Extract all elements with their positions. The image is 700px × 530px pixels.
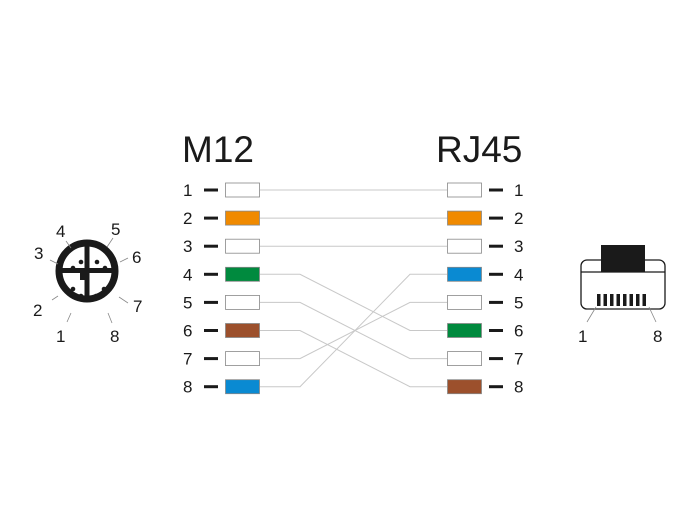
m12-wire-color-white (225, 351, 260, 367)
m12-pin-dash (204, 329, 218, 332)
rj45-pin-label: 6 (514, 322, 523, 341)
rj45-pin-dash (489, 272, 503, 276)
m12-pin-label: 3 (183, 237, 192, 256)
m12-pin-label: 5 (183, 293, 192, 312)
rj45-contact (636, 294, 640, 306)
m12-connector-face-icon (49, 237, 129, 324)
m12-face-label: 8 (110, 327, 119, 346)
m12-face-label: 6 (132, 248, 141, 267)
rj45-pin-dash (489, 188, 503, 192)
wire-6-to-8 (260, 330, 447, 388)
rj45-pin-list: 1 2 3 4 5 6 7 8 (447, 181, 523, 397)
m12-pin-label: 7 (183, 350, 192, 369)
rj45-wire-color-white (447, 351, 482, 367)
m12-pin-dash (204, 216, 218, 220)
rj45-contact (597, 294, 601, 306)
rj45-pin-dash (489, 357, 503, 361)
m12-wire-color-white (225, 294, 260, 310)
rj45-pin-dash (489, 216, 503, 220)
rj45-pin-dash (489, 329, 503, 332)
rj45-contact (623, 294, 627, 306)
rj45-pin-label: 2 (514, 209, 523, 228)
rj45-contact (610, 294, 614, 306)
rj45-pin-label: 1 (514, 181, 523, 200)
rj45-contact (642, 294, 646, 306)
m12-pin-dash (204, 244, 218, 248)
m12-wire-color-brown (225, 323, 260, 338)
rj45-contact (616, 294, 620, 306)
m12-pin-label: 4 (183, 265, 192, 284)
rj45-wire-color-orange (447, 210, 482, 226)
rj45-pin-dash (489, 244, 503, 248)
rj45-pin-label: 7 (514, 350, 523, 369)
m12-face-label: 7 (133, 297, 142, 316)
rj45-pin-dash (489, 385, 503, 389)
rj45-pin-label: 3 (514, 237, 523, 256)
m12-pin-label: 1 (183, 181, 192, 200)
m12-pin-dash (204, 300, 218, 304)
rj45-contact (603, 294, 607, 306)
m12-pin-label: 2 (183, 209, 192, 228)
m12-title: M12 (182, 129, 254, 170)
m12-face-label: 3 (34, 244, 43, 263)
m12-face-label: 5 (111, 220, 120, 239)
m12-wire-color-orange (225, 210, 260, 226)
rj45-wire-color-brown (447, 379, 482, 395)
rj45-plug-icon (580, 245, 666, 323)
m12-face-label: 4 (56, 222, 65, 241)
m12-pin-label: 6 (183, 322, 192, 341)
m12-pin-dash (204, 272, 218, 276)
rj45-pin-dash (489, 300, 503, 304)
rj45-face-label-last: 8 (653, 327, 662, 346)
rj45-wire-color-white (447, 294, 482, 310)
rj45-face-label-first: 1 (578, 327, 587, 346)
m12-pin-dash (204, 357, 218, 361)
wires (260, 189, 447, 388)
m12-pin-dash (204, 188, 218, 192)
m12-face-label: 2 (33, 301, 42, 320)
m12-face-label: 1 (56, 327, 65, 346)
m12-pin-label: 8 (183, 378, 192, 397)
rj45-pin-label: 8 (514, 378, 523, 397)
m12-wire-color-white (225, 238, 260, 254)
rj45-wire-color-white (447, 182, 482, 198)
m12-pin-dash (204, 385, 218, 389)
rj45-title: RJ45 (436, 129, 522, 170)
m12-wire-color-green (225, 266, 260, 282)
m12-wire-color-white (225, 182, 260, 198)
m12-pin-list: 1 2 3 4 5 6 7 8 (183, 181, 260, 397)
wire-8-to-4 (260, 273, 447, 388)
rj45-wire-color-blue (447, 266, 482, 282)
rj45-wire-color-green (447, 323, 482, 338)
rj45-pin-label: 5 (514, 293, 523, 312)
wire-4-to-6 (260, 273, 447, 331)
rj45-pin-label: 4 (514, 265, 523, 284)
rj45-contact (629, 294, 633, 306)
m12-wire-color-blue (225, 379, 260, 395)
rj45-wire-color-white (447, 238, 482, 254)
